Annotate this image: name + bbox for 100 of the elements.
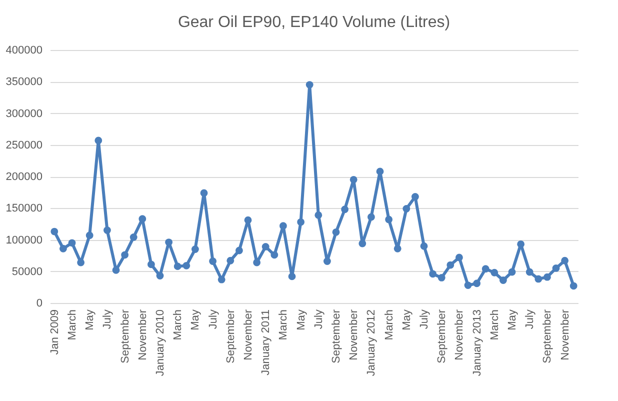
x-tick-label: July: [102, 309, 114, 330]
point: [262, 243, 270, 250]
x-tick-label: March: [66, 310, 78, 340]
x-tick-label: May: [400, 309, 413, 330]
y-tick-label: 50000: [12, 266, 42, 278]
x-tick-label: November: [559, 309, 572, 360]
point: [482, 265, 490, 273]
x-tick-label: September: [542, 309, 554, 364]
point: [244, 216, 252, 224]
point: [367, 213, 375, 221]
point: [490, 268, 498, 276]
point: [341, 206, 349, 214]
y-tick-label: 250000: [6, 139, 42, 152]
x-tick-label: July: [524, 309, 536, 330]
point: [429, 270, 437, 278]
x-tick-label: January 2013: [471, 310, 484, 376]
x-tick-label: May: [190, 309, 202, 330]
point: [323, 258, 331, 265]
x-tick-label: September: [436, 309, 448, 364]
point: [165, 238, 173, 246]
x-tick-label: May: [506, 309, 518, 330]
y-tick-label: 400000: [6, 44, 42, 56]
point: [394, 244, 402, 252]
point: [270, 251, 278, 259]
x-tick-label: November: [242, 309, 254, 360]
point: [50, 228, 58, 236]
y-tick-label: 0: [36, 298, 42, 310]
point: [446, 261, 454, 269]
y-tick-label: 200000: [6, 171, 42, 183]
point: [253, 258, 261, 266]
x-tick-label: September: [330, 309, 342, 364]
x-tick-label: November: [348, 309, 360, 360]
point: [526, 268, 534, 276]
point: [226, 256, 234, 264]
point: [314, 211, 322, 219]
point: [552, 264, 560, 272]
point: [499, 276, 507, 284]
x-tick-label: Jan 2009: [48, 310, 61, 355]
point: [411, 193, 419, 200]
x-tick-label: May: [84, 309, 96, 330]
x-tick-label: March: [278, 310, 290, 340]
x-tick-label: July: [207, 309, 220, 330]
point: [191, 246, 199, 253]
point: [543, 273, 551, 281]
point: [59, 244, 67, 252]
point: [306, 81, 314, 88]
point: [385, 216, 393, 224]
x-tick-label: January 2012: [366, 310, 378, 376]
x-tick-label: March: [383, 310, 396, 340]
y-tick-label: 150000: [6, 202, 42, 215]
point: [138, 215, 146, 223]
x-tick-label: November: [454, 309, 466, 360]
point: [112, 266, 120, 274]
point: [77, 258, 85, 266]
point: [200, 189, 208, 197]
point: [297, 218, 305, 226]
y-tick-label: 300000: [6, 108, 42, 120]
point: [156, 272, 164, 280]
point: [473, 280, 481, 288]
point: [279, 222, 287, 230]
x-tick-label: July: [418, 309, 430, 330]
x-tick-label: January 2010: [154, 310, 166, 376]
point: [130, 234, 138, 241]
point: [534, 275, 542, 283]
point: [288, 272, 296, 280]
x-tick-label: March: [488, 310, 501, 340]
point: [94, 136, 102, 144]
x-tick-label: September: [224, 309, 237, 364]
x-tick-label: May: [295, 309, 308, 330]
point: [570, 282, 578, 290]
point: [455, 254, 463, 262]
point: [402, 205, 410, 212]
x-tick-label: September: [119, 309, 132, 364]
point: [358, 240, 366, 248]
point: [517, 240, 525, 248]
point: [103, 226, 111, 234]
point: [174, 262, 182, 270]
point: [464, 282, 472, 289]
y-tick-label: 100000: [6, 234, 42, 246]
chart-title: Gear Oil EP90, EP140 Volume (Litres): [178, 14, 450, 31]
point: [218, 276, 226, 284]
point: [235, 246, 243, 254]
point: [438, 274, 446, 282]
point: [350, 176, 358, 184]
point: [182, 262, 190, 270]
point: [508, 268, 516, 276]
point: [561, 256, 569, 264]
point: [121, 251, 129, 259]
x-tick-label: November: [136, 309, 149, 360]
y-tick-label: 350000: [6, 76, 42, 88]
point: [209, 258, 217, 265]
x-tick-label: July: [312, 309, 325, 330]
x-tick-label: January 2011: [260, 310, 272, 376]
point: [332, 228, 340, 236]
x-tick-label: March: [172, 310, 184, 340]
point: [86, 232, 94, 240]
point: [68, 239, 76, 247]
point: [147, 260, 155, 268]
point: [376, 168, 384, 176]
point: [420, 242, 428, 250]
